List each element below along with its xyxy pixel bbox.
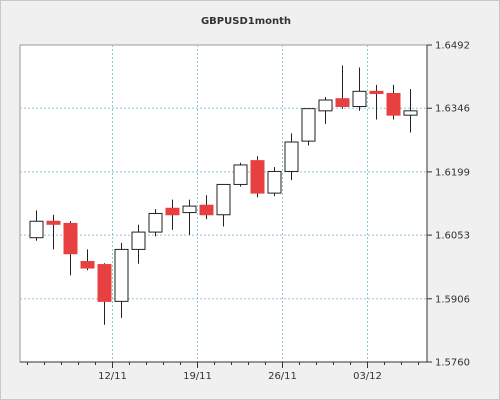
x-tick-label: 19/11 — [183, 371, 212, 382]
y-tick-label: 1.5760 — [435, 358, 470, 369]
candle-body-down — [165, 207, 180, 216]
candle — [199, 195, 214, 220]
candle — [267, 167, 282, 197]
candle — [97, 263, 112, 325]
candle-body-down — [199, 204, 214, 216]
candle — [233, 162, 248, 187]
y-tick-label: 1.6492 — [435, 41, 470, 52]
candle — [29, 210, 44, 241]
candle-body-down — [80, 261, 95, 269]
candle-body-down — [335, 98, 350, 107]
y-tick-label: 1.6199 — [435, 167, 470, 178]
candle — [352, 67, 367, 111]
candle — [250, 156, 265, 198]
candle-body-up — [318, 99, 333, 112]
candle — [148, 209, 163, 237]
candle-body-down — [369, 90, 384, 95]
candle — [182, 199, 197, 236]
candle-body-up — [216, 183, 231, 216]
candle — [403, 89, 418, 133]
candle-body-up — [284, 141, 299, 172]
y-tick-label: 1.6053 — [435, 231, 470, 242]
candle — [216, 183, 231, 227]
candle-body-up — [29, 220, 44, 239]
x-tick-label: 26/11 — [268, 371, 297, 382]
candle — [335, 65, 350, 109]
candle — [114, 242, 129, 318]
y-axis: 1.6492 1.6346 1.6199 1.6053 1.5906 1.5760 — [426, 41, 470, 369]
candle-body-up — [131, 231, 146, 250]
candle-body-down — [46, 220, 61, 225]
candle-body-up — [148, 212, 163, 233]
candle-body-down — [97, 264, 112, 302]
x-tick-label: 12/11 — [98, 371, 127, 382]
x-tick-label: 03/12 — [353, 371, 382, 382]
candle-body-up — [403, 110, 418, 116]
x-axis: 12/11 19/11 26/11 03/12 — [20, 361, 427, 382]
candle-body-down — [250, 160, 265, 194]
candle-body-up — [233, 164, 248, 185]
candle-body-down — [386, 93, 401, 116]
candle — [80, 249, 95, 271]
candle — [318, 96, 333, 124]
y-tick-label: 1.5906 — [435, 294, 470, 305]
grid-lines — [20, 45, 427, 362]
candle — [369, 84, 384, 120]
chart-title: GBPUSD1month — [201, 16, 291, 27]
candles — [29, 65, 418, 325]
candle — [301, 108, 316, 146]
y-tick-label: 1.6346 — [435, 104, 470, 115]
candle — [284, 133, 299, 181]
candle-body-up — [301, 108, 316, 142]
candle — [386, 84, 401, 120]
candle-body-up — [182, 205, 197, 214]
candle-body-down — [63, 222, 78, 255]
candle-body-up — [352, 90, 367, 107]
candle-body-up — [114, 248, 129, 302]
candle — [165, 199, 180, 230]
candle — [131, 224, 146, 264]
candle — [63, 221, 78, 276]
candle-body-up — [267, 170, 282, 194]
candle — [46, 214, 61, 250]
